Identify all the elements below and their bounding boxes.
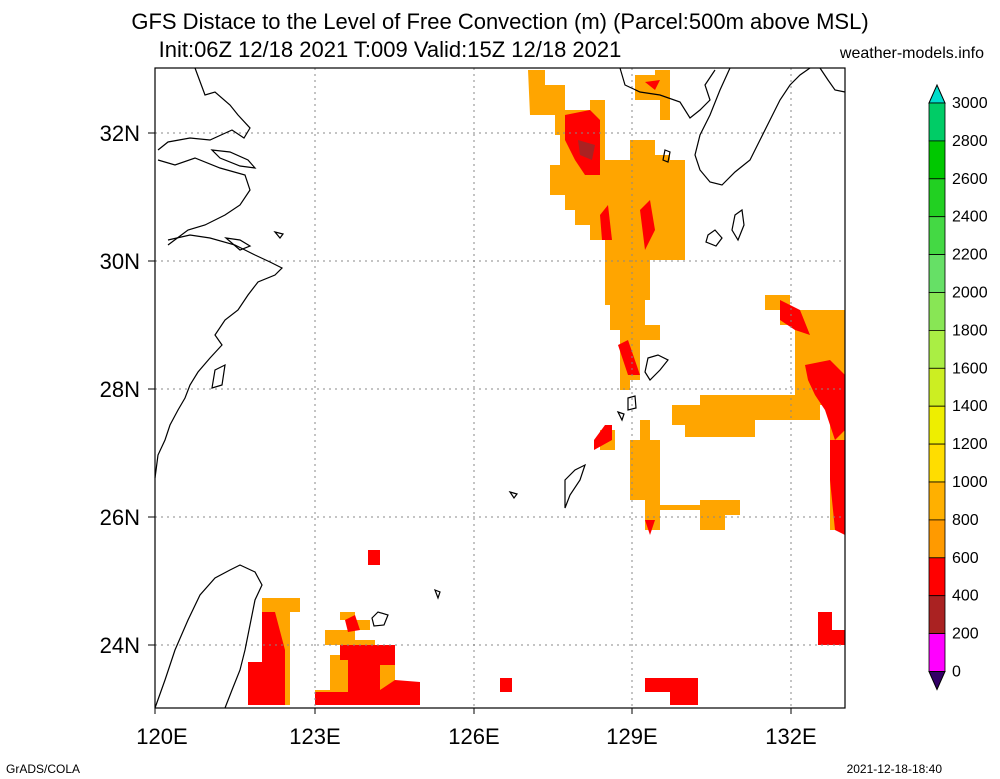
- shade-region: [578, 140, 595, 160]
- colorbar-swatch: [928, 633, 946, 672]
- colorbar-swatch: [928, 254, 946, 293]
- shade-region: [645, 678, 698, 705]
- shade-region: [345, 615, 360, 632]
- colorbar-label: 1600: [952, 360, 988, 377]
- gridlines: [155, 68, 845, 708]
- coastlines: [154, 67, 846, 709]
- shade-region: [818, 612, 845, 645]
- colorbar-swatch: [928, 557, 946, 597]
- colorbar-swatch: [928, 481, 946, 521]
- colorbar-arrow-top: [928, 83, 946, 104]
- colorbar-label: 400: [952, 588, 979, 605]
- footer-credit: GrADS/COLA: [6, 762, 81, 776]
- colorbar-swatch: [928, 443, 946, 483]
- x-tick-label: 132E: [765, 724, 816, 749]
- colorbar-label: 2600: [952, 171, 988, 188]
- colorbar-swatch: [928, 519, 946, 559]
- colorbar-swatch: [928, 595, 946, 635]
- chart-subtitle: Init:06Z 12/18 2021 T:009 Valid:15Z 12/1…: [158, 37, 622, 62]
- colorbar-label: 2400: [952, 209, 988, 226]
- shade-region: [830, 440, 845, 535]
- shade-region: [594, 425, 612, 450]
- colorbar-label: 1400: [952, 398, 988, 415]
- colorbar-arrow-bottom: [928, 671, 946, 691]
- colorbar-swatch: [928, 102, 946, 142]
- colorbar-swatch: [928, 329, 946, 369]
- shade-region: [635, 70, 670, 120]
- shade-region: [600, 205, 612, 240]
- shade-region: [645, 80, 660, 90]
- colorbar-label: 2200: [952, 247, 988, 264]
- x-tick-label: 120E: [136, 724, 187, 749]
- footer-timestamp: 2021-12-18-18:40: [846, 762, 942, 776]
- y-tick-label: 32N: [100, 121, 140, 146]
- colorbar-swatch: [928, 405, 946, 445]
- colorbar-label: 200: [952, 626, 979, 643]
- colorbar-swatch: [928, 367, 946, 407]
- shade-region: [368, 550, 380, 565]
- colorbar-label: 1000: [952, 474, 988, 491]
- shade-region: [618, 340, 640, 375]
- axis-ticks: [148, 132, 792, 714]
- colorbar-label: 800: [952, 512, 979, 529]
- colorbar-label: 1200: [952, 436, 988, 453]
- shade-region: [672, 295, 845, 530]
- colorbar-swatch: [928, 178, 946, 218]
- shade-region: [528, 70, 740, 530]
- colorbar-label: 600: [952, 550, 979, 567]
- shade-region: [645, 520, 655, 535]
- shade-region: [315, 645, 420, 705]
- y-tick-label: 28N: [100, 377, 140, 402]
- chart-title: GFS Distace to the Level of Free Convect…: [131, 9, 869, 34]
- colorbar-swatch: [928, 140, 946, 180]
- y-tick-label: 24N: [100, 633, 140, 658]
- colorbar-swatch: [928, 292, 946, 331]
- site-label: weather-models.info: [839, 45, 984, 62]
- colorbar-label: 1800: [952, 322, 988, 339]
- y-tick-label: 26N: [100, 505, 140, 530]
- x-tick-label: 126E: [448, 724, 499, 749]
- shade-region: [780, 300, 810, 335]
- colorbar-swatch: [928, 216, 946, 255]
- colorbar-label: 2800: [952, 133, 988, 150]
- lfc-shading: [248, 70, 845, 705]
- colorbar-label: 3000: [952, 95, 988, 112]
- colorbar-label: 2000: [952, 285, 988, 302]
- colorbar-label: 0: [952, 664, 961, 681]
- shade-region: [248, 612, 285, 705]
- shade-region: [640, 200, 655, 250]
- x-tick-label: 123E: [289, 724, 340, 749]
- shade-region: [805, 360, 845, 440]
- shade-region: [500, 678, 512, 692]
- y-tick-label: 30N: [100, 249, 140, 274]
- x-tick-label: 129E: [606, 724, 657, 749]
- plot-frame: [154, 67, 846, 709]
